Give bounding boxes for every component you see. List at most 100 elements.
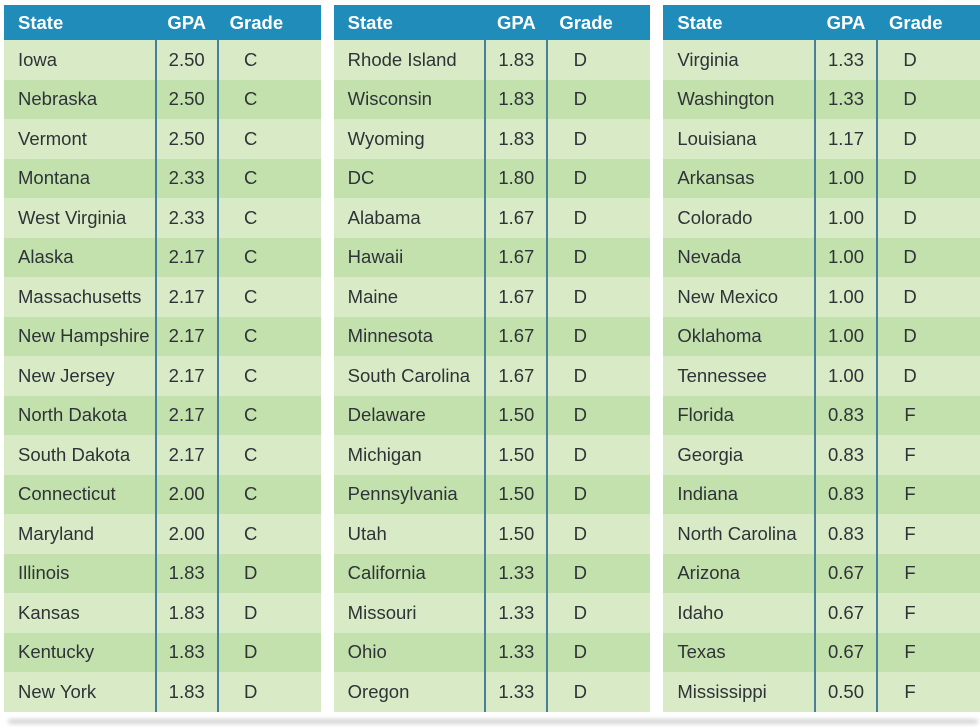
grade-cell: C bbox=[243, 325, 258, 347]
grade-cell: D bbox=[573, 601, 588, 623]
grade-cell: D bbox=[243, 641, 258, 663]
table-row: North Dakota 2.17 C bbox=[4, 395, 321, 435]
state-cell: Illinois bbox=[18, 562, 70, 584]
state-cell: Connecticut bbox=[18, 483, 116, 505]
gpa-cell: 1.00 bbox=[814, 356, 879, 396]
state-cell: Mississippi bbox=[677, 680, 767, 702]
gpa-cell: 1.33 bbox=[484, 593, 549, 633]
grade-cell: D bbox=[903, 364, 917, 386]
gpa-cell: 1.33 bbox=[484, 672, 549, 712]
gpa-cell: 2.17 bbox=[154, 237, 219, 277]
grade-cell: F bbox=[904, 443, 916, 465]
table-row: South Carolina 1.67 D bbox=[333, 356, 651, 396]
table-row: Nebraska 2.50 C bbox=[4, 79, 321, 119]
column-header-gpa: GPA bbox=[496, 11, 536, 33]
gpa-cell: 2.00 bbox=[154, 514, 219, 554]
table-row: Virginia 1.33 D bbox=[663, 40, 980, 80]
state-gpa-table-2: State GPA Grade Rhode Island 1.83 D Wiscons… bbox=[333, 5, 651, 712]
grade-cell: D bbox=[903, 206, 917, 228]
gpa-cell: 2.17 bbox=[154, 435, 219, 475]
grade-cell: D bbox=[903, 325, 917, 347]
grade-cell: F bbox=[904, 404, 916, 426]
gpa-cell: 1.33 bbox=[814, 40, 879, 80]
table-row: Michigan 1.50 D bbox=[333, 435, 651, 475]
gpa-cell: 1.67 bbox=[484, 356, 549, 396]
table-row: Arizona 0.67 F bbox=[663, 553, 980, 593]
grade-cell: D bbox=[573, 680, 588, 702]
table-row: Wyoming 1.83 D bbox=[333, 119, 651, 159]
table-row: Louisiana 1.17 D bbox=[663, 119, 980, 159]
state-cell: Maine bbox=[347, 285, 399, 307]
column-header-grade: Grade bbox=[559, 11, 613, 33]
state-cell: West Virginia bbox=[18, 206, 127, 228]
gpa-cell: 1.00 bbox=[814, 237, 879, 277]
grade-cell: D bbox=[573, 285, 588, 307]
state-cell: Massachusetts bbox=[18, 285, 142, 307]
state-cell: Oklahoma bbox=[677, 325, 762, 347]
state-cell: New Hampshire bbox=[18, 325, 150, 347]
table-row: New York 1.83 D bbox=[4, 672, 321, 712]
gpa-cell: 2.00 bbox=[154, 474, 219, 514]
table-row: California 1.33 D bbox=[333, 553, 651, 593]
table-row: Maryland 2.00 C bbox=[4, 514, 321, 554]
state-cell: Colorado bbox=[677, 206, 753, 228]
column-header-state: State bbox=[347, 11, 393, 33]
grade-cell: D bbox=[243, 680, 258, 702]
table-row: Indiana 0.83 F bbox=[663, 474, 980, 514]
state-cell: Vermont bbox=[18, 127, 87, 149]
gpa-cell: 1.67 bbox=[484, 277, 549, 317]
gpa-cell: 1.00 bbox=[814, 198, 879, 238]
grade-cell: D bbox=[573, 641, 588, 663]
column-header-state: State bbox=[18, 11, 64, 33]
gpa-cell: 2.17 bbox=[154, 395, 219, 435]
grade-cell: C bbox=[243, 483, 258, 505]
gpa-cell: 1.83 bbox=[484, 119, 549, 159]
grade-cell: C bbox=[243, 364, 258, 386]
drop-shadow bbox=[8, 719, 978, 724]
grade-cell: D bbox=[243, 601, 258, 623]
table-header: State GPA Grade bbox=[663, 5, 980, 40]
grade-cell: D bbox=[903, 48, 917, 70]
state-cell: Pennsylvania bbox=[347, 483, 458, 505]
state-cell: Wisconsin bbox=[347, 88, 432, 110]
table-row: Ohio 1.33 D bbox=[333, 632, 651, 672]
state-cell: Idaho bbox=[677, 601, 724, 623]
state-cell: Delaware bbox=[347, 404, 426, 426]
gpa-cell: 0.83 bbox=[814, 474, 879, 514]
table-row: Pennsylvania 1.50 D bbox=[333, 474, 651, 514]
table-row: North Carolina 0.83 F bbox=[663, 514, 980, 554]
gpa-cell: 1.00 bbox=[814, 158, 879, 198]
state-cell: Wyoming bbox=[347, 127, 425, 149]
grade-cell: D bbox=[573, 404, 588, 426]
table-header: State GPA Grade bbox=[333, 5, 651, 40]
gpa-cell: 0.83 bbox=[814, 435, 879, 475]
grade-cell: D bbox=[573, 325, 588, 347]
state-cell: New Mexico bbox=[677, 285, 779, 307]
gpa-cell: 2.33 bbox=[154, 158, 219, 198]
table-row: Oregon 1.33 D bbox=[333, 672, 651, 712]
table-row: South Dakota 2.17 C bbox=[4, 435, 321, 475]
gpa-cell: 1.50 bbox=[484, 514, 549, 554]
grade-cell: F bbox=[904, 522, 916, 544]
state-cell: Rhode Island bbox=[347, 48, 457, 70]
state-cell: North Dakota bbox=[18, 404, 127, 426]
table-body: Iowa 2.50 C Nebraska 2.50 C Vermont 2.50 C Montan… bbox=[4, 40, 321, 712]
gpa-cell: 1.50 bbox=[484, 474, 549, 514]
grade-cell: D bbox=[573, 127, 588, 149]
grade-cell: C bbox=[243, 88, 258, 110]
state-cell: DC bbox=[347, 167, 375, 189]
table-row: Rhode Island 1.83 D bbox=[333, 40, 651, 80]
state-cell: Alaska bbox=[18, 246, 74, 268]
gpa-cell: 1.50 bbox=[484, 435, 549, 475]
table-row: Iowa 2.50 C bbox=[4, 40, 321, 80]
grade-cell: D bbox=[903, 88, 917, 110]
table-row: New Hampshire 2.17 C bbox=[4, 316, 321, 356]
gpa-cell: 1.17 bbox=[814, 119, 879, 159]
grade-cell: D bbox=[573, 88, 588, 110]
state-cell: Texas bbox=[677, 641, 726, 663]
table-row: Tennessee 1.00 D bbox=[663, 356, 980, 396]
state-cell: Missouri bbox=[347, 601, 417, 623]
gpa-cell: 1.33 bbox=[814, 79, 879, 119]
gpa-cell: 1.67 bbox=[484, 237, 549, 277]
table-row: Connecticut 2.00 C bbox=[4, 474, 321, 514]
